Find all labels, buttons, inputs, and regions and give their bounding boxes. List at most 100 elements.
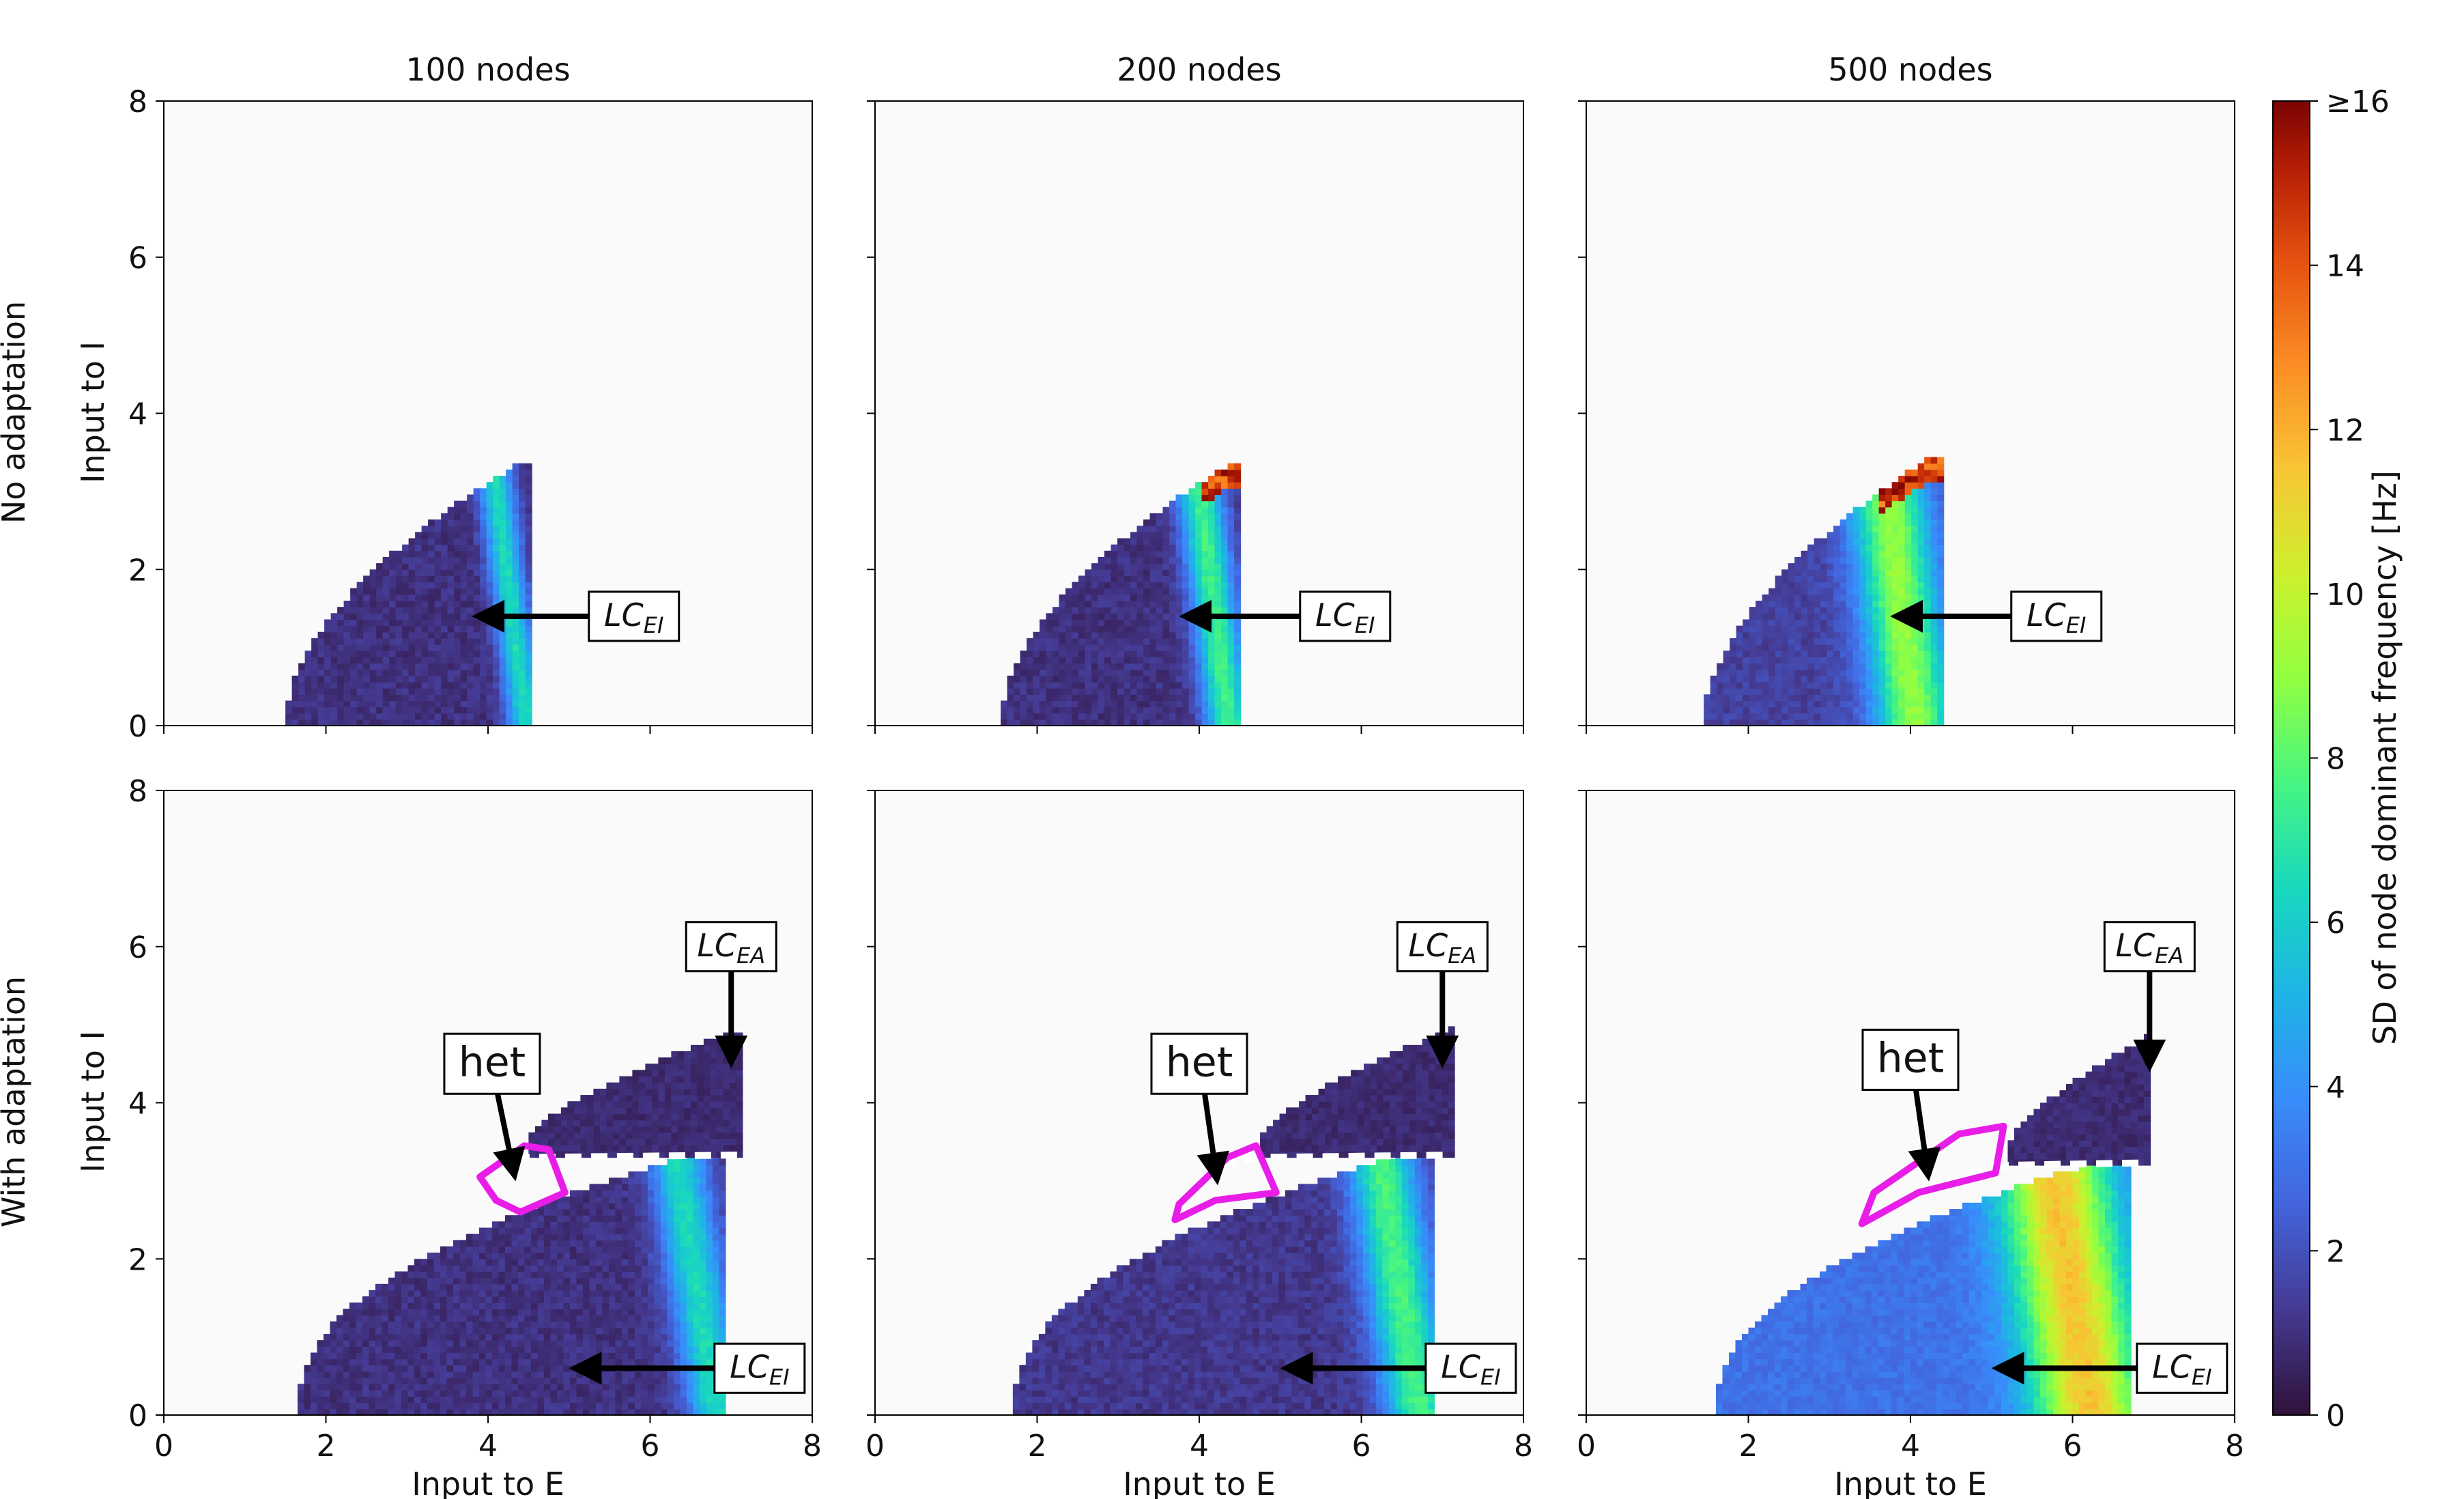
- heatmap-cell: [1937, 657, 1945, 664]
- heatmap-cell: [511, 1253, 519, 1259]
- heatmap-cell: [1169, 538, 1177, 545]
- heatmap-cell: [1136, 538, 1144, 545]
- heatmap-cell: [1839, 625, 1847, 633]
- heatmap-cell: [446, 1346, 454, 1354]
- heatmap-cell: [440, 1334, 448, 1341]
- heatmap-cell: [628, 1402, 635, 1410]
- heatmap-cell: [1195, 601, 1203, 608]
- heatmap-cell: [1169, 663, 1177, 670]
- heatmap-cell: [1123, 657, 1131, 664]
- heatmap-cell: [525, 532, 532, 539]
- heatmap-cell: [467, 675, 474, 683]
- heatmap-cell: [1227, 482, 1235, 489]
- heatmap-cell: [1820, 663, 1828, 670]
- heatmap-cell: [511, 1283, 519, 1291]
- heatmap-cell: [486, 700, 493, 708]
- heatmap-cell: [1104, 651, 1112, 657]
- heatmap-cell: [317, 706, 325, 714]
- heatmap-cell: [525, 594, 532, 601]
- heatmap-cell: [1052, 644, 1060, 651]
- heatmap-cell: [1865, 631, 1873, 639]
- heatmap-cell: [434, 631, 442, 639]
- heatmap-cell: [1826, 594, 1834, 601]
- heatmap-cell: [1911, 588, 1919, 595]
- heatmap-cell: [537, 1227, 545, 1235]
- heatmap-cell: [1885, 713, 1893, 720]
- heatmap-cell: [428, 582, 435, 589]
- heatmap-cell: [602, 1296, 610, 1303]
- heatmap-cell: [453, 1340, 461, 1347]
- heatmap-cell: [459, 1408, 467, 1416]
- heatmap-cell: [343, 1371, 350, 1378]
- heatmap-cell: [1162, 700, 1170, 708]
- heatmap-cell: [382, 1296, 389, 1303]
- heatmap-cell: [673, 1371, 681, 1378]
- heatmap-cell: [1136, 657, 1144, 664]
- heatmap-cell: [1227, 506, 1235, 514]
- heatmap-cell: [647, 1171, 655, 1178]
- heatmap-cell: [1911, 494, 1919, 502]
- heatmap-cell: [389, 663, 397, 670]
- heatmap-cell: [434, 588, 442, 595]
- heatmap-cell: [660, 1408, 668, 1416]
- heatmap-cell: [1846, 513, 1854, 520]
- heatmap-cell: [1826, 681, 1834, 689]
- heatmap-cell: [369, 1408, 376, 1416]
- heatmap-cell: [499, 651, 506, 657]
- heatmap-cell: [1852, 550, 1860, 558]
- heatmap-cell: [349, 1384, 357, 1390]
- heatmap-cell: [1717, 713, 1724, 720]
- heatmap-cell: [1833, 651, 1841, 657]
- heatmap-cell: [498, 1340, 506, 1347]
- heatmap-cell: [1098, 582, 1105, 589]
- heatmap-cell: [673, 1384, 681, 1390]
- heatmap-cell: [1820, 601, 1828, 608]
- heatmap-cell: [589, 1184, 597, 1191]
- heatmap-cell: [1801, 688, 1808, 695]
- heatmap-cell: [472, 1377, 480, 1384]
- heatmap-cell: [1904, 476, 1912, 483]
- heatmap-cell: [473, 601, 481, 608]
- heatmap-cell: [415, 544, 422, 552]
- heatmap-cell: [550, 1396, 558, 1403]
- heatmap-cell: [498, 1321, 506, 1328]
- heatmap-cell: [1091, 594, 1099, 601]
- heatmap-cell: [1814, 625, 1821, 633]
- heatmap-cell: [395, 1358, 402, 1366]
- heatmap-cell: [1195, 526, 1203, 532]
- heatmap-cell: [459, 1246, 467, 1253]
- heatmap-cell: [543, 1265, 551, 1272]
- heatmap-cell: [1214, 601, 1222, 608]
- heatmap-cell: [1852, 688, 1860, 695]
- heatmap-cell: [447, 526, 455, 532]
- heatmap-cell: [1214, 688, 1222, 695]
- heatmap-cell: [472, 1327, 480, 1334]
- heatmap-cell: [1891, 582, 1899, 589]
- heatmap-cell: [634, 1315, 642, 1322]
- heatmap-cell: [336, 1321, 344, 1328]
- heatmap-cell: [511, 1321, 519, 1328]
- heatmap-cell: [1117, 550, 1125, 558]
- heatmap-cell: [1781, 644, 1789, 651]
- heatmap-cell: [1775, 700, 1782, 708]
- heatmap-cell: [589, 1283, 597, 1291]
- heatmap-cell: [491, 1290, 500, 1297]
- heatmap-cell: [673, 1240, 681, 1247]
- heatmap-cell: [1208, 488, 1216, 496]
- heatmap-cell: [1098, 694, 1105, 701]
- heatmap-cell: [582, 1390, 590, 1397]
- heatmap-cell: [1898, 613, 1906, 620]
- heatmap-cell: [1156, 625, 1164, 633]
- heatmap-cell: [408, 631, 416, 639]
- heatmap-cell: [511, 1402, 519, 1410]
- heatmap-cell: [388, 1396, 396, 1403]
- heatmap-cell: [304, 1365, 311, 1372]
- heatmap-cell: [343, 1334, 350, 1341]
- heatmap-cell: [1188, 550, 1196, 558]
- heatmap-cell: [1169, 588, 1177, 595]
- heatmap-cell: [499, 688, 506, 695]
- heatmap-cell: [1221, 476, 1229, 483]
- heatmap-cell: [1814, 563, 1821, 570]
- heatmap-cell: [330, 669, 338, 676]
- heatmap-cell: [550, 1259, 558, 1266]
